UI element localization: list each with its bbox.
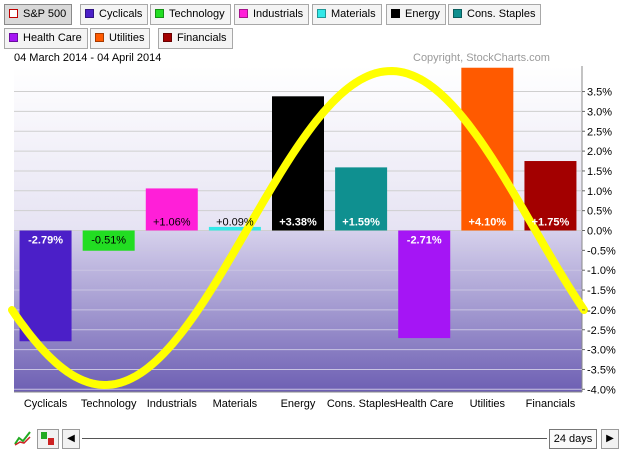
- y-tick-label: -2.0%: [587, 305, 616, 317]
- x-tick-label: Financials: [526, 398, 576, 410]
- legend-item-cons-staples[interactable]: Cons. Staples: [448, 4, 542, 25]
- bar-materials: [208, 226, 261, 231]
- bar-value-label: -2.71%: [407, 235, 442, 247]
- bar-cons-staples: [335, 167, 388, 231]
- legend-item-materials[interactable]: Materials: [312, 4, 382, 25]
- legend-swatch: [453, 9, 462, 18]
- legend-item-utilities[interactable]: Utilities: [90, 28, 151, 49]
- scroll-right-button[interactable]: ▶: [601, 429, 619, 449]
- legend-item-s-p-500[interactable]: S&P 500: [4, 4, 73, 25]
- legend-swatch: [95, 33, 104, 42]
- legend-label: Financials: [177, 32, 227, 44]
- x-tick-label: Health Care: [395, 398, 454, 410]
- y-tick-label: -1.5%: [587, 285, 616, 297]
- x-tick-label: Energy: [281, 398, 316, 410]
- timeline-slider[interactable]: [82, 438, 547, 439]
- bar-value-label: +0.09%: [216, 217, 254, 229]
- scroll-left-button[interactable]: ◀: [62, 429, 80, 449]
- legend-swatch: [85, 9, 94, 18]
- right-triangle-icon: ▶: [606, 433, 614, 444]
- legend-item-energy[interactable]: Energy: [386, 4, 446, 25]
- bar-technology: [82, 230, 135, 251]
- legend-swatch: [155, 9, 164, 18]
- bar-value-label: -0.51%: [91, 235, 126, 247]
- legend-swatch: [9, 9, 18, 18]
- legend-swatch: [391, 9, 400, 18]
- bar-value-label: +1.59%: [342, 217, 380, 229]
- y-tick-label: -3.5%: [587, 364, 616, 376]
- bar-cyclicals: [19, 230, 72, 342]
- legend-label: Cons. Staples: [467, 8, 536, 20]
- chart-toolbar: ◀ 24 days ▶: [0, 425, 632, 453]
- legend-label: Materials: [331, 8, 376, 20]
- y-tick-label: 1.0%: [587, 186, 612, 198]
- legend-label: Technology: [169, 8, 225, 20]
- legend-label: S&P 500: [23, 8, 67, 20]
- line-chart-icon: [14, 431, 31, 446]
- y-tick-label: -1.0%: [587, 265, 616, 277]
- y-tick-label: 0.0%: [587, 226, 612, 238]
- legend-swatch: [317, 9, 326, 18]
- plot-negative-area: [14, 230, 582, 392]
- y-tick-label: 2.0%: [587, 146, 612, 158]
- line-chart-button[interactable]: [12, 429, 34, 449]
- y-tick-label: -4.0%: [587, 384, 616, 396]
- y-tick-label: -2.5%: [587, 325, 616, 337]
- sine-wave-annotation: [8, 67, 588, 389]
- bar-value-label: +1.75%: [532, 217, 570, 229]
- legend-label: Energy: [405, 8, 440, 20]
- bar-value-label: +4.10%: [469, 217, 507, 229]
- y-tick-label: 3.5%: [587, 87, 612, 99]
- period-display[interactable]: 24 days: [549, 429, 597, 449]
- legend-swatch: [9, 33, 18, 42]
- y-tick-label: 1.5%: [587, 166, 612, 178]
- legend-swatch: [239, 9, 248, 18]
- x-tick-label: Cyclicals: [24, 398, 68, 410]
- legend-item-industrials[interactable]: Industrials: [234, 4, 310, 25]
- y-tick-label: -0.5%: [587, 245, 616, 257]
- bar-value-label: -2.79%: [28, 235, 63, 247]
- legend-swatch: [163, 33, 172, 42]
- legend-label: Cyclicals: [99, 8, 143, 20]
- y-tick-label: 3.0%: [587, 106, 612, 118]
- legend-item-technology[interactable]: Technology: [150, 4, 231, 25]
- x-tick-label: Cons. Staples: [327, 398, 396, 410]
- x-tick-label: Utilities: [470, 398, 506, 410]
- y-tick-label: 2.5%: [587, 126, 612, 138]
- legend-label: Industrials: [253, 8, 304, 20]
- left-triangle-icon: ◀: [67, 433, 75, 444]
- legend-item-health-care[interactable]: Health Care: [4, 28, 88, 49]
- legend-label: Health Care: [23, 32, 82, 44]
- date-range: 04 March 2014 - 04 April 2014: [14, 52, 162, 64]
- x-tick-label: Technology: [81, 398, 137, 410]
- x-tick-label: Industrials: [147, 398, 198, 410]
- legend-label: Utilities: [109, 32, 145, 44]
- legend-item-financials[interactable]: Financials: [158, 28, 233, 49]
- y-tick-label: -3.0%: [587, 345, 616, 357]
- bar-value-label: +1.06%: [153, 217, 191, 229]
- sector-performance-chart: -2.79% -0.51% +1.06% +0.09% +3.38% +1.59% -2.7…: [8, 66, 616, 410]
- legend-item-cyclicals[interactable]: Cyclicals: [80, 4, 149, 25]
- bar-value-label: +3.38%: [279, 217, 317, 229]
- x-tick-label: Materials: [213, 398, 258, 410]
- bar-industrials: [145, 188, 198, 231]
- y-tick-label: 0.5%: [587, 206, 612, 218]
- bar-chart-icon: [41, 432, 54, 445]
- bar-chart-button[interactable]: [37, 429, 59, 449]
- copyright-text: Copyright, StockCharts.com: [413, 52, 550, 64]
- bar-health-care: [398, 230, 451, 339]
